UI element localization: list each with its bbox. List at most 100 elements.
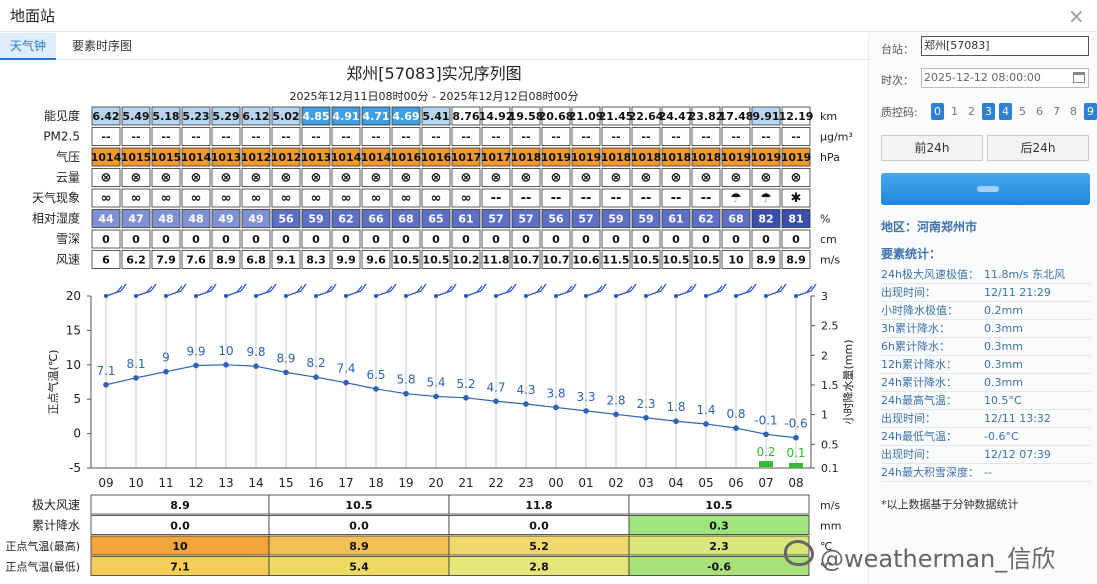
table-cell-value: --	[311, 131, 320, 144]
wind-barb-icon	[525, 290, 542, 297]
table-cell-value: 0	[102, 233, 110, 246]
table-cell	[541, 229, 571, 249]
table-cell-value: ⊗	[731, 171, 742, 186]
table-cell	[451, 229, 481, 249]
table-cell	[541, 188, 571, 208]
table-cell	[391, 209, 421, 228]
precip-bar	[789, 463, 803, 468]
qc-code-9[interactable]: 9	[1084, 103, 1097, 120]
station-label: 台站：	[881, 43, 914, 56]
qc-code-1[interactable]: 1	[951, 105, 958, 118]
prev-24h-button[interactable]: 前24h	[881, 135, 983, 161]
time-input[interactable]: 2025-12-12 08:00:00	[921, 68, 1089, 88]
table-cell	[361, 188, 391, 208]
wind-barb-icon	[626, 285, 633, 293]
stat-row: 12h累计降水： 0.3mm	[881, 356, 1091, 374]
wind-barb-icon	[570, 283, 577, 292]
qc-code-8[interactable]: 8	[1070, 105, 1077, 118]
table-cell-value: 8.9	[756, 254, 776, 267]
stat-key: 3h累计降水：	[881, 322, 950, 335]
table-cell	[571, 127, 601, 146]
qc-code-7[interactable]: 7	[1053, 105, 1060, 118]
table-cell-value: ∞	[461, 191, 472, 206]
table-cell	[391, 106, 421, 126]
calendar-icon[interactable]	[1073, 72, 1085, 83]
qc-code-6[interactable]: 6	[1036, 105, 1043, 118]
temp-label: -0.1	[754, 413, 777, 427]
table-cell	[481, 250, 511, 269]
tab-element-series[interactable]: 要素时序图	[72, 39, 133, 53]
table-cell	[361, 168, 391, 187]
qc-code-5[interactable]: 5	[1019, 105, 1026, 118]
temp-label: 3.8	[546, 386, 565, 400]
x-tick-label: 11	[158, 476, 173, 490]
summary-value: 11.8	[525, 499, 552, 512]
wind-barb-icon	[150, 283, 157, 292]
wind-barb-icon	[476, 285, 483, 293]
right-panel: 台站： 郑州[57083] 时次： 2025-12-12 08:00:00 质控…	[868, 33, 1097, 584]
next-24h-button[interactable]: 后24h	[987, 135, 1089, 161]
temp-label: 6.5	[366, 368, 385, 382]
table-cell	[211, 209, 241, 228]
table-cell-value: 0	[132, 233, 140, 246]
wind-barb-icon	[116, 285, 123, 293]
table-cell-value: 9.9	[336, 254, 356, 267]
table-cell-value: ⊗	[461, 171, 472, 186]
table-cell-value: ⊗	[521, 171, 532, 186]
table-cell-value: --	[371, 131, 380, 144]
table-cell	[691, 250, 721, 269]
table-cell	[451, 168, 481, 187]
qc-code-0[interactable]: 0	[931, 103, 944, 120]
table-cell	[781, 168, 811, 187]
qc-code-3[interactable]: 3	[982, 103, 995, 120]
table-cell-value: ⊗	[491, 171, 502, 186]
x-tick-label: 00	[548, 476, 563, 490]
qc-code-2[interactable]: 2	[968, 105, 975, 118]
table-cell	[481, 127, 511, 146]
table-cell	[151, 127, 181, 146]
table-cell	[91, 147, 121, 167]
temp-point	[103, 381, 109, 388]
table-cell-value: --	[701, 131, 710, 144]
table-cell-value: 6.12	[242, 110, 269, 123]
table-cell	[331, 127, 361, 146]
table-cell-value: ⊗	[701, 171, 712, 186]
table-cell	[181, 250, 211, 269]
station-input[interactable]: 郑州[57083]	[921, 36, 1089, 56]
table-cell-value: 59	[308, 213, 323, 226]
table-cell	[421, 147, 451, 167]
temp-point	[583, 408, 589, 414]
close-icon[interactable]: ×	[1068, 4, 1085, 28]
stat-value: 0.2mm	[984, 304, 1023, 317]
wind-barb-icon	[240, 283, 247, 292]
table-cell-value: --	[491, 191, 502, 206]
table-cell-value: 56	[548, 213, 564, 226]
table-cell	[781, 147, 811, 167]
summary-value: 7.1	[170, 561, 190, 574]
stat-key: 24h累计降水：	[881, 376, 957, 389]
qc-code-4[interactable]: 4	[999, 103, 1012, 120]
temp-point	[373, 386, 379, 392]
table-cell	[601, 168, 631, 187]
table-cell	[331, 209, 361, 228]
table-cell-value: 22.64	[629, 110, 664, 123]
table-cell-value: 19.58	[509, 110, 544, 123]
table-cell-value: 10.7	[542, 254, 569, 267]
x-tick-label: 03	[638, 476, 653, 490]
wind-barb-icon	[510, 283, 517, 292]
tab-weather-clock[interactable]: 天气钟	[0, 33, 57, 60]
temp-point	[763, 431, 769, 438]
table-cell	[721, 188, 751, 208]
table-cell-value: --	[761, 131, 770, 144]
table-cell	[391, 250, 421, 269]
table-cell-value: --	[251, 131, 260, 144]
stat-value: 12/11 13:32	[984, 412, 1051, 425]
temp-label: -0.6	[784, 417, 807, 431]
wind-barb-icon	[810, 283, 817, 292]
play-button[interactable]	[881, 173, 1090, 205]
x-tick-label: 22	[488, 476, 503, 490]
play-icon	[977, 186, 999, 192]
window-titlebar: 地面站 ×	[0, 0, 1097, 32]
temp-label: 5.8	[396, 373, 415, 387]
table-cell-value: 5.49	[122, 110, 149, 123]
